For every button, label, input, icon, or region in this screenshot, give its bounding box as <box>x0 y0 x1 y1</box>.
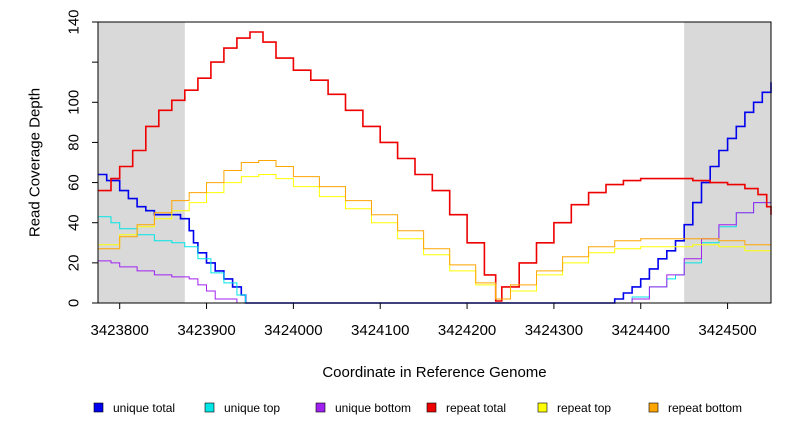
plot-frame <box>97 21 772 304</box>
y-tick-label-20: 20 <box>66 255 83 272</box>
series-line-repeat-total <box>98 31 772 302</box>
x-tick-label-3424400: 3424400 <box>612 322 670 339</box>
legend-label-unique-bottom: unique bottom <box>335 401 411 415</box>
legend-item-unique-top: unique top <box>204 401 280 415</box>
legend-label-unique-top: unique top <box>224 401 280 415</box>
y-axis-label: Read Coverage Depth <box>27 88 44 237</box>
x-tick-label-3424100: 3424100 <box>351 322 409 339</box>
legend-item-unique-bottom: unique bottom <box>315 401 411 415</box>
x-axis-label: Coordinate in Reference Genome <box>322 364 546 381</box>
legend-label-unique-total: unique total <box>113 401 175 415</box>
x-tick-label-3423800: 3423800 <box>91 322 149 339</box>
series-line-unique-top <box>98 194 772 304</box>
x-tick-label-3423900: 3423900 <box>177 322 235 339</box>
legend-swatch-repeat-bottom <box>648 402 659 413</box>
series-lines <box>98 31 772 304</box>
legend-label-repeat-total: repeat total <box>446 401 506 415</box>
y-tick-label-40: 40 <box>66 214 83 231</box>
shaded-region-0 <box>98 22 185 303</box>
legend-item-repeat-total: repeat total <box>426 401 506 415</box>
shaded-region-1 <box>684 22 771 303</box>
y-tick-label-140: 140 <box>66 9 83 34</box>
series-line-repeat-bottom <box>98 160 772 300</box>
legend-swatch-unique-total <box>93 402 104 413</box>
y-tick-label-60: 60 <box>66 174 83 191</box>
legend-label-repeat-bottom: repeat bottom <box>668 401 742 415</box>
x-axis: 3423800 3423900 3424000 3424100 3424200 34243… <box>91 302 757 339</box>
x-tick-label-3424000: 3424000 <box>264 322 322 339</box>
legend-swatch-unique-top <box>204 402 215 413</box>
series-line-repeat-top <box>98 174 772 300</box>
x-tick-label-3424500: 3424500 <box>698 322 756 339</box>
y-axis: 0 20 40 60 80 100 140 <box>66 9 99 307</box>
legend-item-repeat-bottom: repeat bottom <box>648 401 742 415</box>
shaded-regions <box>98 22 771 303</box>
series-line-unique-bottom <box>98 192 772 304</box>
legend: unique total unique top unique bottom repea… <box>93 401 742 415</box>
y-tick-label-0: 0 <box>66 299 83 307</box>
legend-item-unique-total: unique total <box>93 401 175 415</box>
y-tick-label-80: 80 <box>66 134 83 151</box>
legend-label-repeat-top: repeat top <box>557 401 611 415</box>
x-tick-label-3424200: 3424200 <box>438 322 496 339</box>
y-tick-label-100: 100 <box>66 90 83 115</box>
legend-swatch-repeat-top <box>537 402 548 413</box>
x-tick-label-3424300: 3424300 <box>525 322 583 339</box>
legend-swatch-unique-bottom <box>315 402 326 413</box>
legend-swatch-repeat-total <box>426 402 437 413</box>
legend-item-repeat-top: repeat top <box>537 401 611 415</box>
